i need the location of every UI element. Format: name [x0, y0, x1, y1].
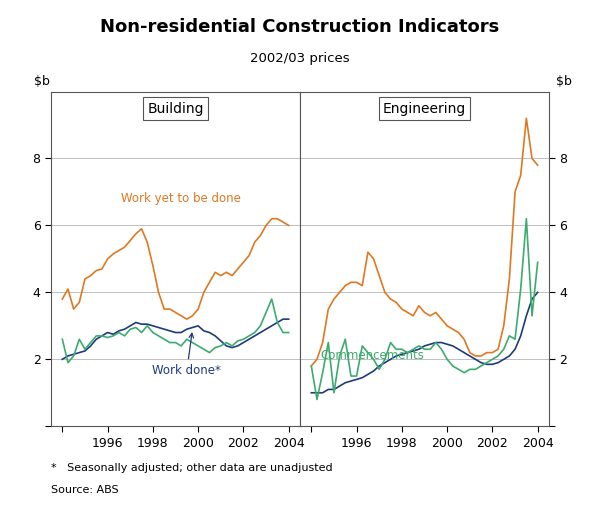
Text: Non-residential Construction Indicators: Non-residential Construction Indicators — [100, 18, 500, 36]
Text: $b: $b — [34, 75, 49, 88]
Text: $b: $b — [556, 75, 571, 88]
Text: Work yet to be done: Work yet to be done — [121, 192, 241, 205]
Text: *   Seasonally adjusted; other data are unadjusted: * Seasonally adjusted; other data are un… — [51, 463, 332, 473]
Text: Building: Building — [147, 101, 204, 116]
Text: Commencements: Commencements — [320, 349, 424, 362]
Text: Engineering: Engineering — [383, 101, 466, 116]
Text: Source: ABS: Source: ABS — [51, 485, 119, 495]
Text: 2002/03 prices: 2002/03 prices — [250, 52, 350, 65]
Text: Work done*: Work done* — [152, 333, 221, 378]
